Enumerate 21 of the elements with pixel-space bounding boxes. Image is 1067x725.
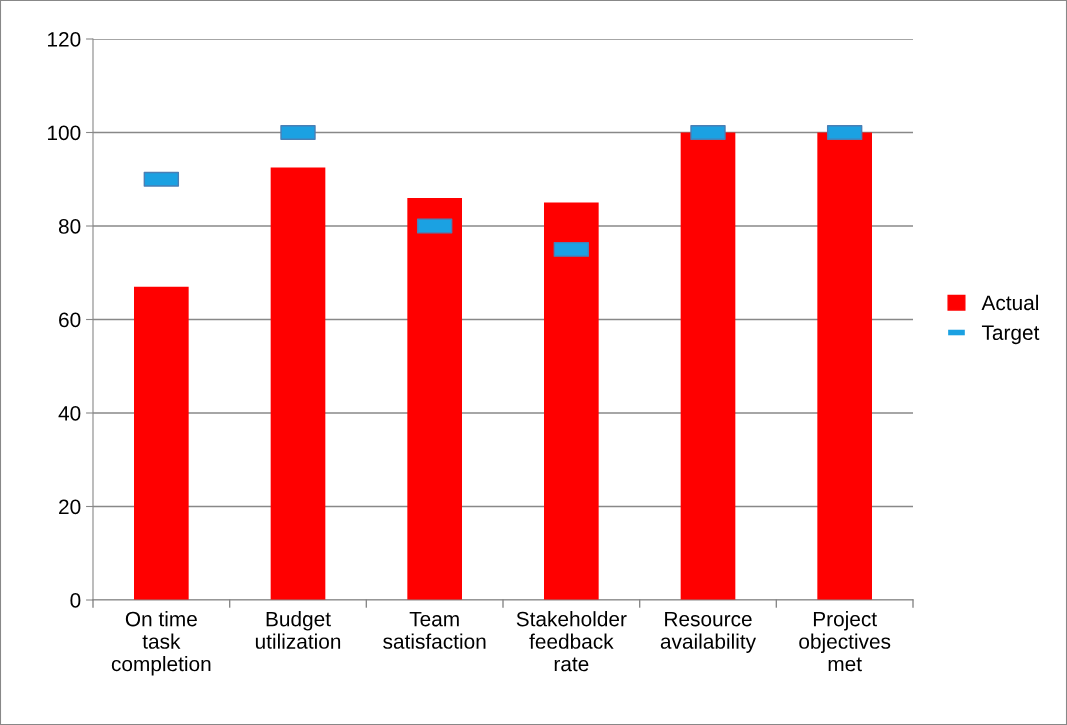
y-tick-label: 60 bbox=[59, 312, 81, 328]
x-tick-label: Team satisfaction bbox=[383, 611, 486, 649]
bar bbox=[544, 202, 599, 600]
legend-label: Actual bbox=[981, 294, 1038, 311]
x-tick-label: Budget utilization bbox=[255, 611, 341, 649]
bar bbox=[407, 197, 462, 600]
y-tick-label: 100 bbox=[48, 125, 81, 141]
bar bbox=[680, 132, 736, 600]
bar bbox=[134, 286, 189, 600]
x-tick-label: On time task completion bbox=[111, 611, 211, 676]
x-tick-label: Resource availability bbox=[660, 611, 757, 653]
y-tick-label: 20 bbox=[59, 499, 81, 515]
x-tick-label: Project objectives met bbox=[799, 611, 891, 672]
y-tick-label: 120 bbox=[48, 32, 81, 47]
bar bbox=[817, 132, 872, 600]
legend-label: Target bbox=[981, 325, 1040, 345]
y-tick-label: 0 bbox=[70, 593, 81, 608]
bar bbox=[270, 167, 326, 600]
y-tick-label: 80 bbox=[58, 219, 81, 234]
x-tick-label: Stakeholder feedback rate bbox=[516, 611, 627, 672]
y-tick-label: 40 bbox=[58, 406, 81, 421]
